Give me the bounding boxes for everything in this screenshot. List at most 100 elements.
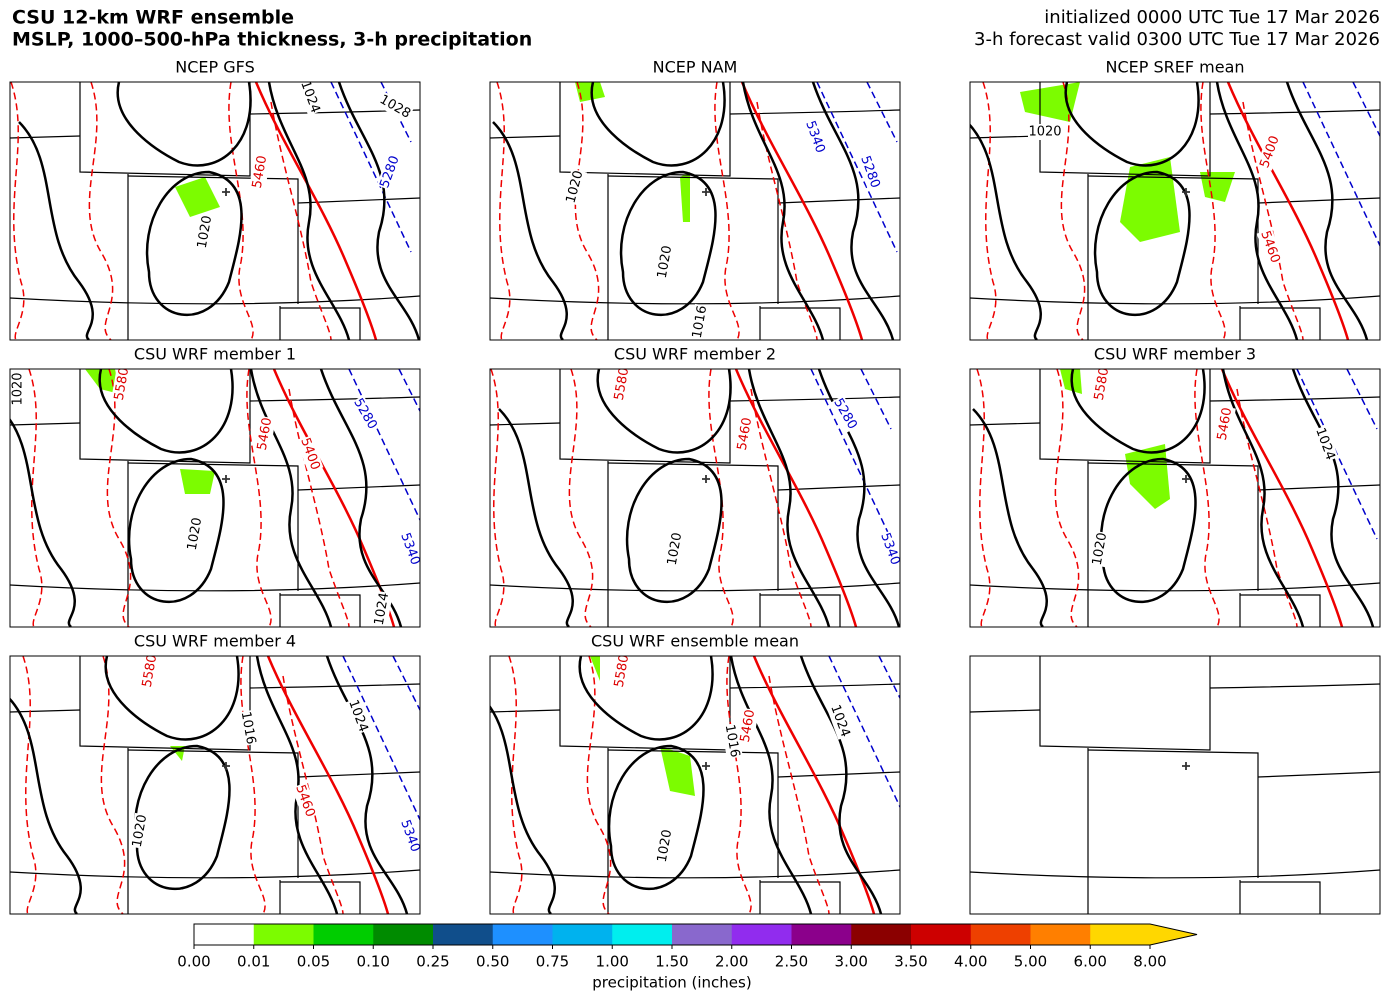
thickness-contour	[726, 656, 752, 914]
contour-label: 1020	[655, 244, 676, 279]
location-marker	[702, 475, 710, 483]
valid-time: 3-h forecast valid 0300 UTC Tue 17 Mar 2…	[974, 29, 1380, 50]
contour-label: 5460	[250, 154, 271, 189]
thickness-contour	[574, 82, 600, 340]
state-border	[79, 82, 251, 177]
colorbar-bin	[313, 924, 374, 945]
pressure-contour	[1070, 369, 1206, 454]
contour-label: 5460	[1257, 229, 1282, 265]
label-bg	[1089, 530, 1111, 568]
colorbar-tick-label: 0.25	[416, 953, 449, 971]
thickness-contour	[816, 82, 898, 253]
pressure-contour	[625, 457, 723, 604]
state-border	[10, 709, 81, 713]
panel-frame	[489, 368, 901, 628]
label-bg	[654, 243, 676, 281]
label-bg	[856, 153, 884, 191]
thickness-contour	[878, 656, 900, 700]
colorbar-tick-label: 1.00	[596, 953, 629, 971]
colorbar-bin	[492, 924, 553, 945]
location-marker	[222, 762, 230, 770]
state-border	[970, 422, 1041, 426]
pressure-contour	[741, 82, 825, 340]
colorbar-extension	[1150, 924, 1197, 945]
thickness-contour	[10, 82, 25, 340]
map-content: 1020 5580 5460 5400 5280 1020 5340 1024	[10, 369, 422, 627]
pressure-contour	[133, 744, 231, 891]
label-bg	[349, 395, 381, 433]
init-time: initialized 0000 UTC Tue 17 Mar 2026	[1044, 7, 1380, 28]
colorbar-tick-label: 0.10	[357, 953, 390, 971]
label-bg	[184, 515, 206, 553]
colorbar-tick-label: 0.50	[476, 953, 509, 971]
panel-frame	[969, 655, 1381, 915]
state-border	[10, 135, 81, 139]
colorbar-bin	[552, 924, 613, 945]
state-border	[607, 749, 779, 878]
thickness-contour	[708, 369, 734, 627]
panel-frame	[9, 81, 421, 341]
label-bg	[396, 530, 420, 568]
state-border	[10, 295, 420, 305]
contour-label: 1020	[655, 828, 676, 863]
pressure-contour	[492, 121, 568, 340]
colorbar-bin	[672, 924, 733, 945]
pressure-contour	[325, 656, 409, 914]
colorbar-bin	[791, 924, 852, 945]
colorbar-tick-label: 2.00	[715, 953, 748, 971]
panel-title: NCEP GFS	[175, 58, 254, 77]
pressure-contour	[1064, 82, 1200, 167]
contour-label: 1016	[238, 710, 259, 745]
location-marker	[1182, 762, 1190, 770]
colorbar-tick-label: 3.00	[835, 953, 868, 971]
thickness-contour	[750, 388, 812, 627]
label-bg	[376, 91, 414, 123]
state-border	[127, 175, 299, 304]
pressure-contour	[145, 170, 243, 317]
colorbar: 0.00 0.01 0.05 0.10 0.25 0.50 0.75 1.00 1.50 2.00…	[177, 923, 1198, 992]
state-border	[1209, 683, 1380, 689]
map-content: 1024 1028 5280 5460 1020	[10, 82, 420, 340]
colorbar-tick-label: 1.50	[655, 953, 688, 971]
contour-label: 5280	[857, 154, 882, 190]
map-content: 1020 5400 5460	[970, 82, 1380, 340]
label-bg	[1091, 369, 1113, 403]
map-panel	[969, 655, 1381, 915]
map-content: 5580 5460 5280 1020 5340	[490, 369, 900, 627]
thickness-contour	[228, 82, 254, 340]
thickness-contour	[240, 656, 266, 914]
precip-area	[1200, 172, 1235, 202]
state-border	[559, 369, 731, 464]
thickness-contour	[398, 369, 420, 413]
label-bg	[296, 82, 324, 116]
state-border	[280, 307, 361, 340]
pressure-contour	[811, 82, 895, 340]
thickness-contour	[100, 656, 126, 914]
pressure-contour	[98, 369, 234, 454]
thickness-contour	[392, 656, 420, 712]
thickness-contour	[28, 369, 43, 627]
contour-label: 1024	[345, 698, 370, 734]
label-bg	[111, 369, 133, 403]
label-bg	[139, 656, 161, 690]
pressure-contour	[104, 656, 240, 741]
label-bg	[1214, 405, 1236, 443]
contour-label: 1028	[377, 92, 413, 122]
thickness-contour	[348, 369, 420, 522]
contour-label: 5340	[397, 531, 422, 567]
pressure-contour	[970, 123, 1042, 340]
contour-label: 5340	[802, 119, 827, 155]
pressure-contour	[10, 417, 76, 627]
contour-label: 5580	[1092, 366, 1113, 401]
contour-label: 5460	[255, 416, 276, 451]
thickness-5400	[752, 656, 876, 914]
label-bg	[129, 812, 151, 850]
state-border	[607, 462, 779, 591]
colorbar-bin	[970, 924, 1031, 945]
state-border	[1240, 594, 1321, 627]
location-marker	[1182, 188, 1190, 196]
state-border	[127, 749, 299, 878]
